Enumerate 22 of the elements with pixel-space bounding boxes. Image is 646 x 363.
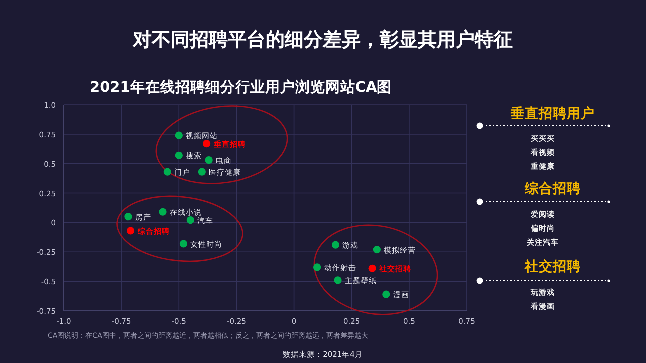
point — [159, 208, 167, 216]
point — [180, 240, 188, 248]
text: 垂直招聘用户 — [510, 105, 595, 122]
point — [332, 241, 340, 249]
point — [373, 246, 381, 254]
point — [368, 264, 376, 272]
point — [205, 156, 213, 164]
point — [175, 132, 183, 140]
point — [175, 152, 183, 160]
chart-title: 对不同招聘平台的细分差异，彰显其用户特征 — [132, 29, 513, 51]
point — [126, 227, 135, 235]
point — [202, 140, 211, 148]
text: 综合招聘 — [524, 180, 581, 197]
point — [382, 290, 390, 298]
chart-subtitle: 2021年在线招聘细分行业用户浏览网站CA图 — [90, 78, 392, 96]
point — [314, 264, 322, 272]
text: 社交招聘 — [524, 258, 581, 275]
point — [164, 168, 172, 176]
point — [124, 213, 132, 221]
point — [198, 168, 206, 176]
point — [186, 216, 194, 224]
point — [334, 276, 342, 284]
